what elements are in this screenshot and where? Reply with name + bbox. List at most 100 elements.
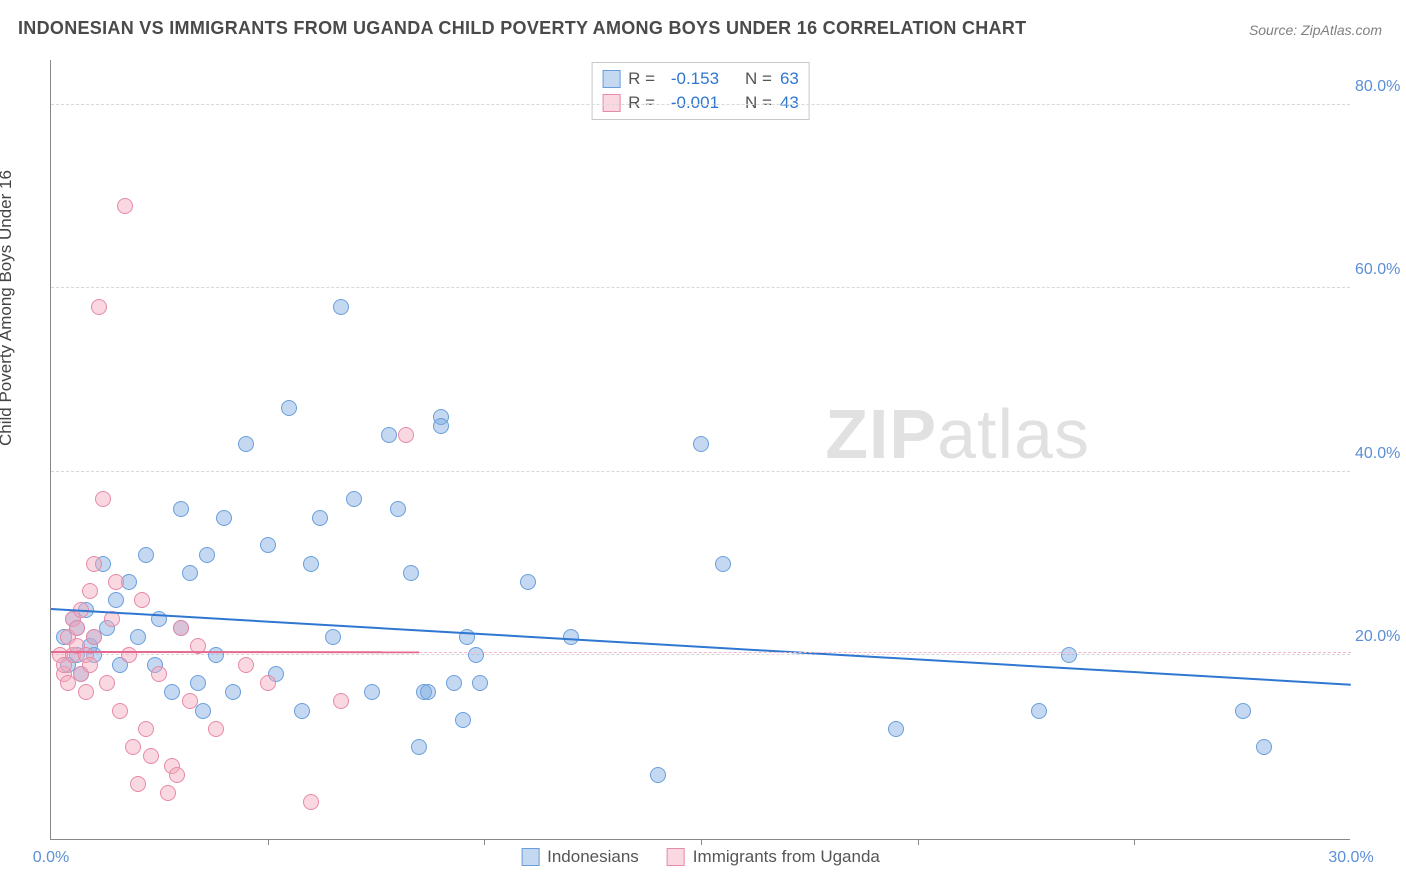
data-point [312, 510, 328, 526]
data-point [82, 583, 98, 599]
x-tick-label: 30.0% [1328, 849, 1373, 867]
chart-title: INDONESIAN VS IMMIGRANTS FROM UGANDA CHI… [18, 18, 1026, 39]
data-point [281, 400, 297, 416]
data-point [117, 198, 133, 214]
data-point [164, 684, 180, 700]
data-point [112, 703, 128, 719]
legend-label: Immigrants from Uganda [693, 847, 880, 867]
data-point [151, 666, 167, 682]
n-value: 43 [780, 91, 799, 115]
y-tick-label: 20.0% [1355, 628, 1405, 646]
data-point [333, 299, 349, 315]
data-point [108, 574, 124, 590]
n-label: N = [745, 67, 772, 91]
gridline [51, 471, 1350, 472]
data-point [208, 647, 224, 663]
data-point [1031, 703, 1047, 719]
x-tick-mark [484, 839, 485, 845]
r-label: R = [628, 67, 655, 91]
gridline [51, 654, 1350, 655]
data-point [99, 675, 115, 691]
data-point [86, 556, 102, 572]
data-point [82, 657, 98, 673]
data-point [420, 684, 436, 700]
data-point [1256, 739, 1272, 755]
x-tick-mark [268, 839, 269, 845]
watermark-bold: ZIP [825, 395, 937, 473]
r-value: -0.001 [663, 91, 719, 115]
data-point [364, 684, 380, 700]
data-point [69, 620, 85, 636]
data-point [182, 693, 198, 709]
watermark-rest: atlas [937, 395, 1090, 473]
data-point [190, 675, 206, 691]
data-point [1235, 703, 1251, 719]
data-point [125, 739, 141, 755]
legend-series: Indonesians Immigrants from Uganda [521, 847, 880, 867]
data-point [169, 767, 185, 783]
data-point [225, 684, 241, 700]
data-point [468, 647, 484, 663]
data-point [693, 436, 709, 452]
data-point [260, 537, 276, 553]
data-point [143, 748, 159, 764]
data-point [294, 703, 310, 719]
data-point [333, 693, 349, 709]
data-point [182, 565, 198, 581]
n-value: 63 [780, 67, 799, 91]
data-point [303, 794, 319, 810]
data-point [346, 491, 362, 507]
trend-line [51, 651, 419, 653]
data-point [138, 547, 154, 563]
data-point [403, 565, 419, 581]
data-point [86, 629, 102, 645]
x-tick-mark [701, 839, 702, 845]
data-point [381, 427, 397, 443]
data-point [472, 675, 488, 691]
source-attribution: Source: ZipAtlas.com [1249, 22, 1382, 38]
data-point [195, 703, 211, 719]
gridline [51, 104, 1350, 105]
data-point [138, 721, 154, 737]
data-point [108, 592, 124, 608]
data-point [208, 721, 224, 737]
data-point [216, 510, 232, 526]
y-tick-label: 40.0% [1355, 445, 1405, 463]
r-label: R = [628, 91, 655, 115]
data-point [303, 556, 319, 572]
data-point [95, 491, 111, 507]
data-point [78, 684, 94, 700]
data-point [520, 574, 536, 590]
x-tick-label: 0.0% [33, 849, 69, 867]
data-point [390, 501, 406, 517]
legend-row: R = -0.153 N = 63 [602, 67, 799, 91]
data-point [715, 556, 731, 572]
legend-label: Indonesians [547, 847, 639, 867]
data-point [173, 620, 189, 636]
data-point [260, 675, 276, 691]
legend-swatch [602, 70, 620, 88]
trend-line-extrapolated [419, 652, 1351, 653]
trend-line [51, 608, 1351, 686]
legend-correlation-box: R = -0.153 N = 63 R = -0.001 N = 43 [591, 62, 810, 120]
n-label: N = [745, 91, 772, 115]
legend-swatch [521, 848, 539, 866]
data-point [199, 547, 215, 563]
data-point [650, 767, 666, 783]
data-point [446, 675, 462, 691]
y-tick-label: 60.0% [1355, 261, 1405, 279]
data-point [455, 712, 471, 728]
data-point [238, 657, 254, 673]
data-point [325, 629, 341, 645]
x-tick-mark [918, 839, 919, 845]
plot-area: ZIPatlas R =-0.153N =63R =-0.001N =43 In… [50, 60, 1350, 840]
y-axis-label: Child Poverty Among Boys Under 16 [0, 170, 16, 446]
y-tick-label: 80.0% [1355, 78, 1405, 96]
legend-swatch [602, 94, 620, 112]
data-point [121, 647, 137, 663]
legend-item: Immigrants from Uganda [667, 847, 880, 867]
watermark: ZIPatlas [825, 394, 1090, 474]
r-value: -0.153 [663, 67, 719, 91]
x-tick-mark [1134, 839, 1135, 845]
data-point [134, 592, 150, 608]
